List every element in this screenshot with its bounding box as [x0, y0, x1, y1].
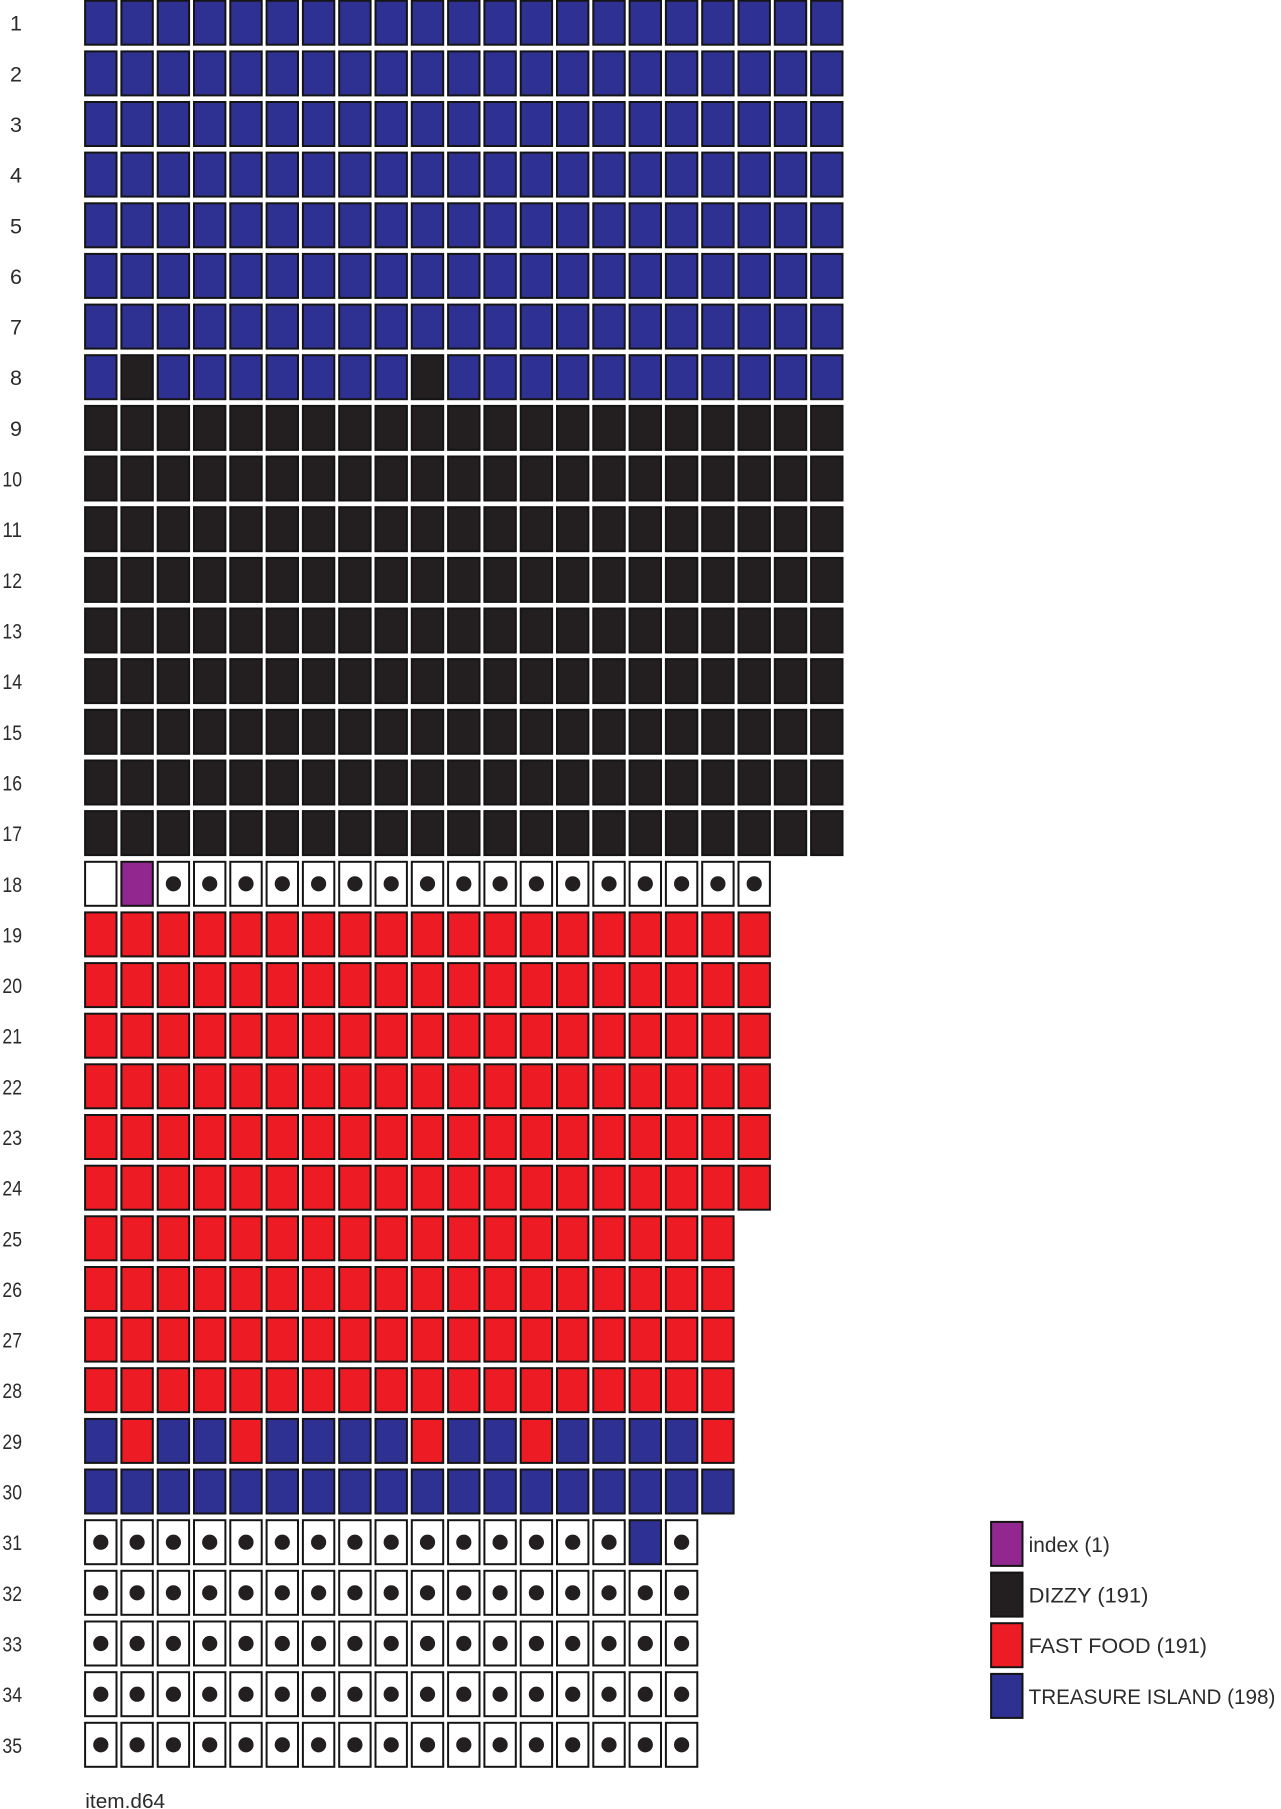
- svg-text:25: 25: [2, 1227, 22, 1251]
- svg-text:item.d64: item.d64: [85, 1791, 165, 1809]
- svg-text:24: 24: [2, 1177, 22, 1201]
- svg-text:TREASURE ISLAND (198): TREASURE ISLAND (198): [1029, 1685, 1276, 1709]
- svg-text:20: 20: [2, 974, 22, 998]
- svg-text:16: 16: [2, 772, 22, 796]
- svg-text:31: 31: [2, 1531, 22, 1555]
- svg-text:15: 15: [2, 721, 22, 745]
- svg-text:23: 23: [2, 1126, 22, 1150]
- svg-text:3: 3: [10, 113, 22, 137]
- svg-text:FAST FOOD (191): FAST FOOD (191): [1029, 1634, 1207, 1658]
- svg-text:index (1): index (1): [1029, 1533, 1110, 1557]
- svg-text:10: 10: [2, 468, 22, 492]
- svg-text:19: 19: [2, 923, 22, 947]
- svg-text:8: 8: [10, 366, 22, 390]
- svg-text:27: 27: [2, 1329, 22, 1353]
- svg-text:9: 9: [10, 417, 22, 441]
- svg-text:26: 26: [2, 1278, 22, 1302]
- svg-text:2: 2: [10, 62, 22, 86]
- svg-text:5: 5: [10, 214, 22, 238]
- svg-text:12: 12: [2, 569, 22, 593]
- svg-text:14: 14: [2, 670, 22, 694]
- svg-text:34: 34: [2, 1683, 22, 1707]
- svg-text:18: 18: [2, 873, 22, 897]
- svg-text:30: 30: [2, 1481, 22, 1505]
- svg-text:6: 6: [10, 265, 22, 289]
- svg-text:32: 32: [2, 1582, 22, 1606]
- svg-text:21: 21: [2, 1025, 22, 1049]
- svg-text:33: 33: [2, 1633, 22, 1657]
- svg-text:DIZZY (191): DIZZY (191): [1029, 1584, 1149, 1608]
- svg-text:29: 29: [2, 1430, 22, 1454]
- svg-text:17: 17: [2, 822, 22, 846]
- svg-text:35: 35: [2, 1734, 22, 1758]
- svg-text:28: 28: [2, 1379, 22, 1403]
- svg-text:13: 13: [2, 620, 22, 644]
- svg-text:7: 7: [10, 316, 22, 340]
- svg-text:22: 22: [2, 1075, 22, 1099]
- svg-text:1: 1: [10, 12, 22, 36]
- svg-text:4: 4: [10, 164, 22, 188]
- svg-text:11: 11: [2, 518, 22, 542]
